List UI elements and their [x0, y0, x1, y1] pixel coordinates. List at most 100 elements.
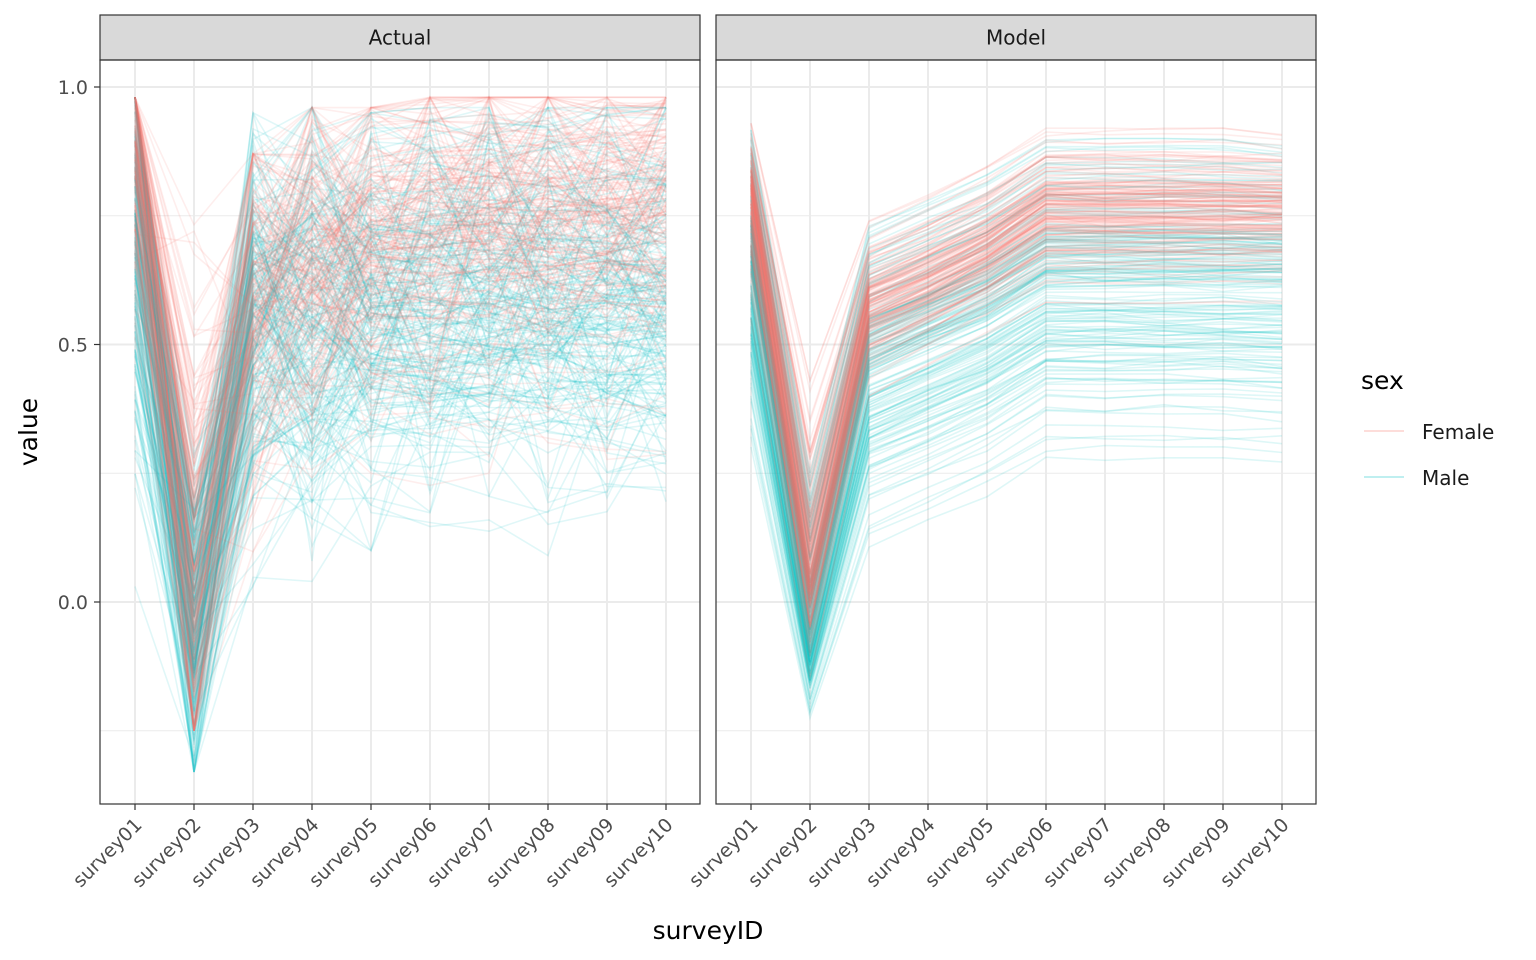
series-line-female — [134, 97, 667, 409]
series-line-male — [134, 133, 667, 676]
series-line-male — [134, 106, 667, 533]
series-line-female — [134, 97, 667, 519]
series-line-female — [750, 160, 1283, 481]
series-line-female — [750, 280, 1283, 656]
series-line-female — [750, 192, 1283, 578]
series-line-male — [134, 97, 667, 561]
series-line-male — [134, 126, 667, 651]
series-line-female — [750, 187, 1283, 566]
series-line-female — [134, 146, 667, 571]
series-line-male — [134, 161, 667, 631]
series-line-male — [134, 287, 667, 773]
series-line-female — [134, 97, 667, 416]
series-line-female — [750, 249, 1283, 628]
series-line-female — [750, 186, 1283, 562]
series-line-male — [134, 343, 667, 773]
series-line-male — [134, 135, 667, 679]
series-line-female — [134, 106, 667, 634]
series-line-male — [750, 327, 1283, 674]
series-line-female — [750, 145, 1283, 453]
series-line-female — [750, 220, 1283, 599]
series-line-female — [134, 107, 667, 520]
series-line-male — [134, 186, 667, 630]
series-line-male — [750, 338, 1283, 674]
series-line-male — [750, 370, 1283, 689]
series-line-male — [750, 340, 1283, 679]
series-line-male — [750, 285, 1283, 653]
series-line-female — [750, 169, 1283, 517]
series-line-male — [134, 106, 666, 523]
series-line-male — [750, 139, 1283, 487]
series-line-female — [750, 225, 1283, 605]
series-line-female — [134, 95, 667, 523]
legend-label-male: Male — [1422, 466, 1469, 490]
series-line-male — [134, 191, 667, 678]
series-line-male — [134, 285, 667, 712]
series-line-female — [750, 237, 1283, 618]
series-line-female — [134, 128, 667, 647]
series-line-male — [750, 334, 1283, 677]
series-line-male — [134, 133, 667, 487]
series-line-male — [134, 132, 667, 674]
series-line-female — [134, 129, 667, 700]
series-line-female — [750, 168, 1283, 511]
series-line-female — [750, 213, 1283, 597]
series-line-female — [134, 115, 667, 488]
series-line-male — [134, 107, 667, 640]
series-line-female — [750, 190, 1283, 573]
series-line-male — [750, 347, 1283, 681]
series-line-female — [134, 97, 667, 698]
series-line-male — [134, 238, 667, 514]
series-line-female — [134, 97, 667, 573]
series-line-male — [750, 245, 1283, 614]
series-line-female — [134, 102, 667, 675]
series-line-female — [134, 97, 667, 380]
series-line-male — [134, 177, 667, 532]
series-line-female — [134, 141, 667, 731]
series-line-male — [750, 341, 1283, 677]
series-line-male — [750, 255, 1283, 633]
series-line-male — [134, 243, 667, 617]
series-line-male — [750, 401, 1283, 704]
series-line-female — [750, 122, 1283, 384]
series-line-female — [134, 149, 667, 518]
series-line-male — [134, 97, 667, 537]
series-line-male — [750, 185, 1283, 542]
series-line-male — [134, 137, 667, 743]
series-line-female — [134, 97, 667, 651]
series-line-male — [134, 213, 667, 704]
series-line-female — [134, 166, 667, 633]
series-line-male — [134, 268, 667, 617]
series-line-female — [134, 205, 667, 681]
series-line-female — [750, 201, 1283, 582]
series-line-male — [134, 97, 667, 713]
series-line-male — [750, 320, 1283, 666]
series-line-female — [134, 96, 667, 548]
series-line-male — [750, 255, 1283, 631]
series-line-male — [750, 216, 1283, 584]
series-line-male — [134, 176, 667, 513]
series-line-female — [134, 262, 667, 732]
series-line-female — [134, 135, 667, 698]
series-line-male — [134, 152, 667, 589]
series-line-male — [134, 106, 667, 763]
series-line-male — [750, 369, 1283, 686]
series-line-female — [134, 175, 667, 605]
series-line-female — [134, 97, 667, 731]
series-line-female — [750, 185, 1283, 566]
series-line-female — [750, 158, 1283, 474]
series-line-female — [134, 183, 667, 560]
series-line-male — [134, 307, 667, 680]
series-line-male — [134, 175, 667, 617]
series-line-male — [134, 225, 667, 766]
series-line-female — [750, 175, 1283, 534]
series-line-female — [750, 178, 1283, 549]
series-line-male — [750, 299, 1283, 656]
series-line-male — [750, 133, 1283, 483]
series-line-female — [134, 96, 667, 430]
series-line-male — [134, 197, 667, 660]
series-line-female — [750, 167, 1283, 524]
series-line-female — [134, 97, 667, 642]
series-line-female — [750, 210, 1283, 595]
series-line-male — [134, 276, 667, 576]
